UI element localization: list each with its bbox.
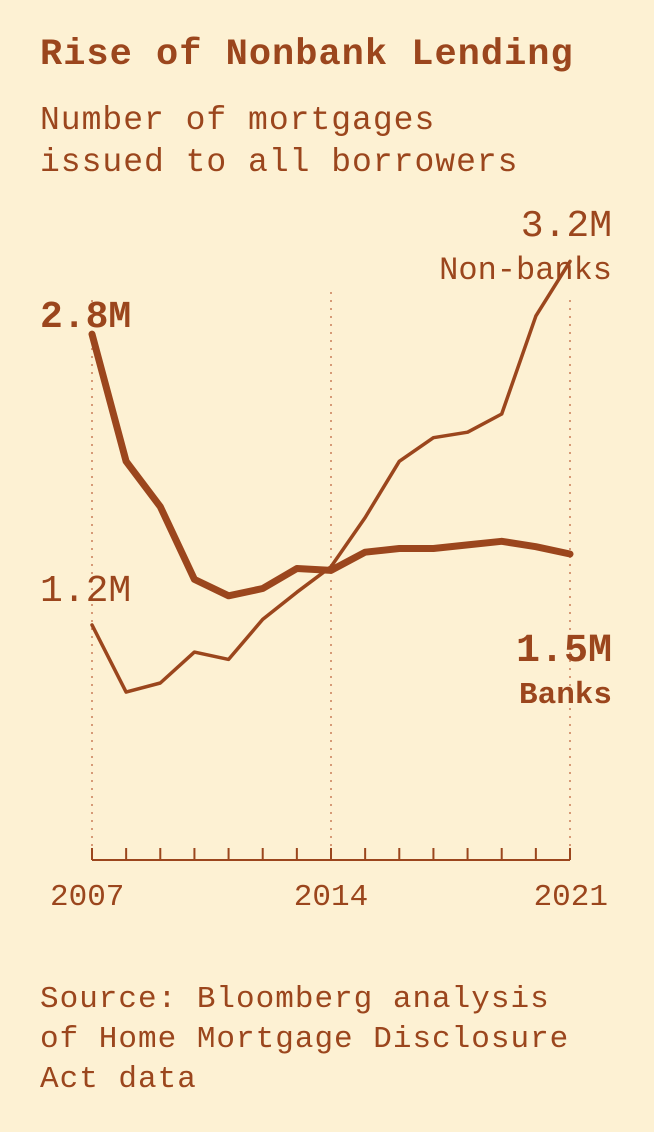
- x-tick-label-2021: 2021: [534, 880, 608, 915]
- banks-end-label: Banks: [519, 678, 612, 713]
- x-axis: 2007 2014 2021: [50, 848, 608, 915]
- source-line-2: of Home Mortgage Disclosure: [40, 1022, 570, 1057]
- source-line-3: Act data: [40, 1062, 197, 1097]
- chart-title: Rise of Nonbank Lending: [40, 34, 574, 76]
- grid-layer: [91, 292, 571, 850]
- nonbanks-start-label: 1.2M: [40, 570, 131, 613]
- source-note: Source: Bloomberg analysis of Home Mortg…: [40, 980, 569, 1100]
- chart-subtitle: Number of mortgages issued to all borrow…: [40, 100, 518, 184]
- x-tick-label-2007: 2007: [50, 880, 124, 915]
- source-line-1: Source: Bloomberg analysis: [40, 982, 550, 1017]
- subtitle-line-2: issued to all borrowers: [40, 144, 519, 181]
- x-tick-label-2014: 2014: [294, 880, 368, 915]
- label-layer: 2.8M 1.2M 3.2M Non-banks 1.5M Banks: [40, 205, 612, 713]
- nonbanks-end-value: 3.2M: [521, 205, 612, 248]
- banks-start-label: 2.8M: [40, 296, 131, 339]
- banks-end-value: 1.5M: [516, 629, 612, 674]
- series-line-banks: [88, 330, 574, 600]
- subtitle-line-1: Number of mortgages: [40, 102, 436, 139]
- nonbanks-end-label: Non-banks: [439, 252, 612, 289]
- series-layer: [88, 259, 574, 694]
- series-line-non-banks: [90, 259, 572, 694]
